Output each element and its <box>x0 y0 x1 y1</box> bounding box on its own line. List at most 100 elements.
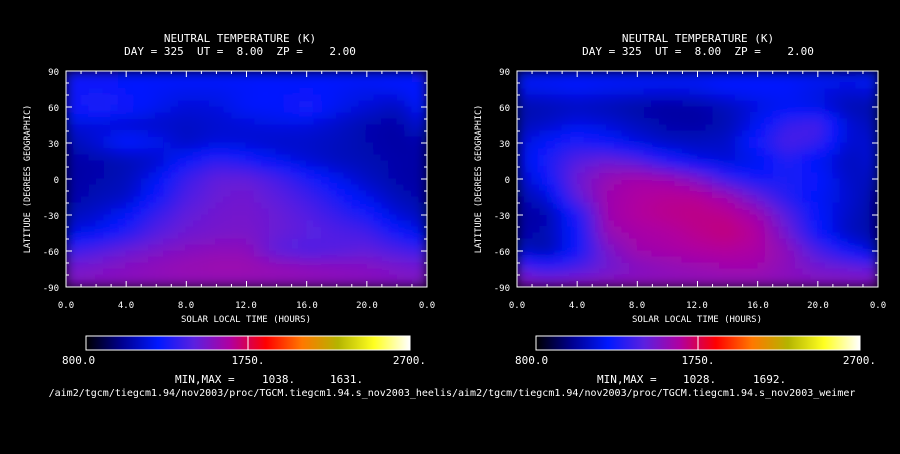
heatmap-cell <box>125 196 135 204</box>
heatmap-cell <box>336 202 345 210</box>
heatmap-cell <box>742 256 751 264</box>
heatmap-cell <box>554 160 563 168</box>
heatmap-cell <box>546 262 556 270</box>
heatmap-cell <box>569 196 578 204</box>
heatmap-cell <box>125 214 135 222</box>
heatmap-cell <box>517 166 526 174</box>
heatmap-cell <box>862 148 871 156</box>
heatmap-cell <box>764 136 774 144</box>
heatmap-cell <box>764 71 774 78</box>
heatmap-cell <box>651 154 661 162</box>
heatmap-cell <box>321 274 330 282</box>
heatmap-cell <box>644 250 653 258</box>
heatmap-cell <box>832 202 841 210</box>
heatmap-cell <box>291 124 300 132</box>
heatmap-cell <box>539 280 548 287</box>
heatmap-cell <box>246 232 255 240</box>
heatmap-cell <box>238 280 247 287</box>
heatmap-cell <box>125 202 135 210</box>
heatmap-cell <box>517 226 526 234</box>
heatmap-cell <box>185 208 195 216</box>
heatmap-cell <box>651 232 661 240</box>
heatmap-cell <box>531 214 541 222</box>
heatmap-cell <box>712 274 721 282</box>
heatmap-cell <box>749 214 759 222</box>
heatmap-cell <box>832 82 841 90</box>
heatmap-cell <box>313 280 323 287</box>
x-tick-label: 16.0 <box>296 301 318 311</box>
heatmap-cell <box>396 220 405 228</box>
heatmap-cell <box>125 274 135 282</box>
heatmap-cell <box>614 220 623 228</box>
heatmap-cell <box>200 268 210 276</box>
heatmap-cell <box>576 71 586 78</box>
heatmap-cell <box>200 238 210 246</box>
heatmap-cell <box>697 208 706 216</box>
heatmap-cell <box>554 118 563 126</box>
heatmap-cell <box>313 220 323 228</box>
heatmap-cell <box>697 202 706 210</box>
heatmap-cell <box>418 274 427 282</box>
heatmap-cell <box>73 172 82 180</box>
heatmap-cell <box>403 106 413 114</box>
heatmap-cell <box>584 280 593 287</box>
heatmap-cell <box>388 106 398 114</box>
heatmap-cell <box>727 214 736 222</box>
heatmap-cell <box>283 118 293 126</box>
heatmap-cell <box>253 262 263 270</box>
heatmap-cell <box>764 208 774 216</box>
heatmap-cell <box>95 274 105 282</box>
heatmap-cell <box>163 94 172 102</box>
heatmap-cell <box>388 280 398 287</box>
heatmap-cell <box>524 238 533 246</box>
heatmap-cell <box>839 166 849 174</box>
heatmap-cell <box>313 130 323 138</box>
heatmap-cell <box>681 184 691 192</box>
heatmap-cell <box>261 71 270 78</box>
heatmap-cell <box>373 280 383 287</box>
heatmap-cell <box>178 202 187 210</box>
heatmap-cell <box>794 82 804 90</box>
heatmap-cell <box>148 184 157 192</box>
heatmap-cell <box>253 202 263 210</box>
heatmap-cell <box>66 94 75 102</box>
heatmap-cell <box>170 154 180 162</box>
heatmap-cell <box>133 172 142 180</box>
heatmap-cell <box>185 142 195 150</box>
heatmap-cell <box>524 76 533 84</box>
heatmap-cell <box>674 274 683 282</box>
heatmap-cell <box>591 160 601 168</box>
heatmap-cell <box>666 154 676 162</box>
heatmap-cell <box>381 196 390 204</box>
heatmap-cell <box>261 112 270 120</box>
heatmap-cell <box>148 250 157 258</box>
heatmap-cell <box>546 202 556 210</box>
heatmap-cell <box>110 280 120 287</box>
heatmap-cell <box>576 166 586 174</box>
heatmap-cell <box>80 106 90 114</box>
heatmap-cell <box>170 142 180 150</box>
heatmap-cell <box>787 190 796 198</box>
heatmap-cell <box>418 280 427 287</box>
heatmap-cell <box>95 100 105 108</box>
heatmap-cell <box>261 226 270 234</box>
heatmap-cell <box>358 280 368 287</box>
heatmap-cell <box>321 238 330 246</box>
heatmap-cell <box>298 238 308 246</box>
heatmap-cell <box>283 136 293 144</box>
heatmap-cell <box>351 112 360 120</box>
heatmap-cell <box>517 160 526 168</box>
heatmap-cell <box>396 274 405 282</box>
heatmap-cell <box>712 202 721 210</box>
heatmap-cell <box>531 112 541 120</box>
heatmap-cell <box>268 94 278 102</box>
heatmap-cell <box>103 130 112 138</box>
heatmap-cell <box>644 112 653 120</box>
heatmap-cell <box>621 160 631 168</box>
heatmap-cell <box>734 196 744 204</box>
heatmap-cell <box>576 76 586 84</box>
heatmap-cell <box>561 238 571 246</box>
heatmap-cell <box>629 136 638 144</box>
heatmap-cell <box>614 250 623 258</box>
heatmap-cell <box>554 106 563 114</box>
